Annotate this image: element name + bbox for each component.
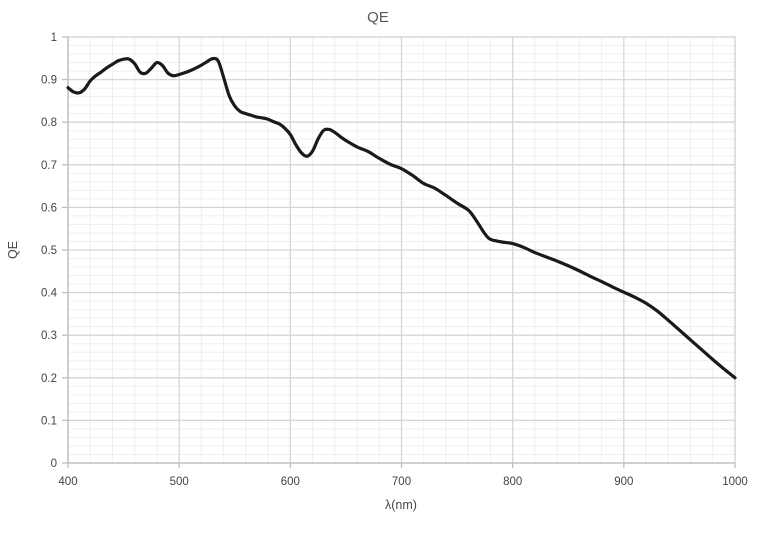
y-tick-label: 0.2 (41, 373, 57, 385)
major-gridlines (67, 36, 736, 464)
x-tick-label: 800 (503, 476, 522, 488)
x-tick-label: 500 (170, 476, 189, 488)
y-tick-label: 0.7 (41, 160, 57, 172)
y-tick-label: 0 (51, 458, 57, 470)
data-series (66, 56, 737, 380)
axis-tick-labels: 400 500 600 700 800 900 1000 0 0.1 0.2 0.3 0.4 0.5 0.… (41, 32, 748, 488)
y-tick-label: 1 (51, 32, 57, 44)
y-axis-title: QE (6, 241, 20, 259)
axis-tick-marks (62, 36, 736, 468)
x-tick-label: 700 (392, 476, 411, 488)
x-axis-title: λ(nm) (385, 498, 417, 512)
y-tick-label: 0.1 (41, 415, 57, 427)
chart-title: QE (367, 9, 389, 26)
qe-curve (66, 56, 737, 380)
x-tick-label: 900 (614, 476, 633, 488)
y-tick-label: 0.3 (41, 330, 57, 342)
y-tick-label: 0.6 (41, 202, 57, 214)
y-tick-label: 0.5 (41, 245, 57, 257)
x-tick-label: 400 (58, 476, 77, 488)
y-tick-label: 0.8 (41, 117, 57, 129)
y-tick-label: 0.4 (41, 288, 58, 300)
y-tick-label: 0.9 (41, 75, 57, 87)
x-tick-label: 600 (281, 476, 300, 488)
x-tick-label: 1000 (722, 476, 748, 488)
